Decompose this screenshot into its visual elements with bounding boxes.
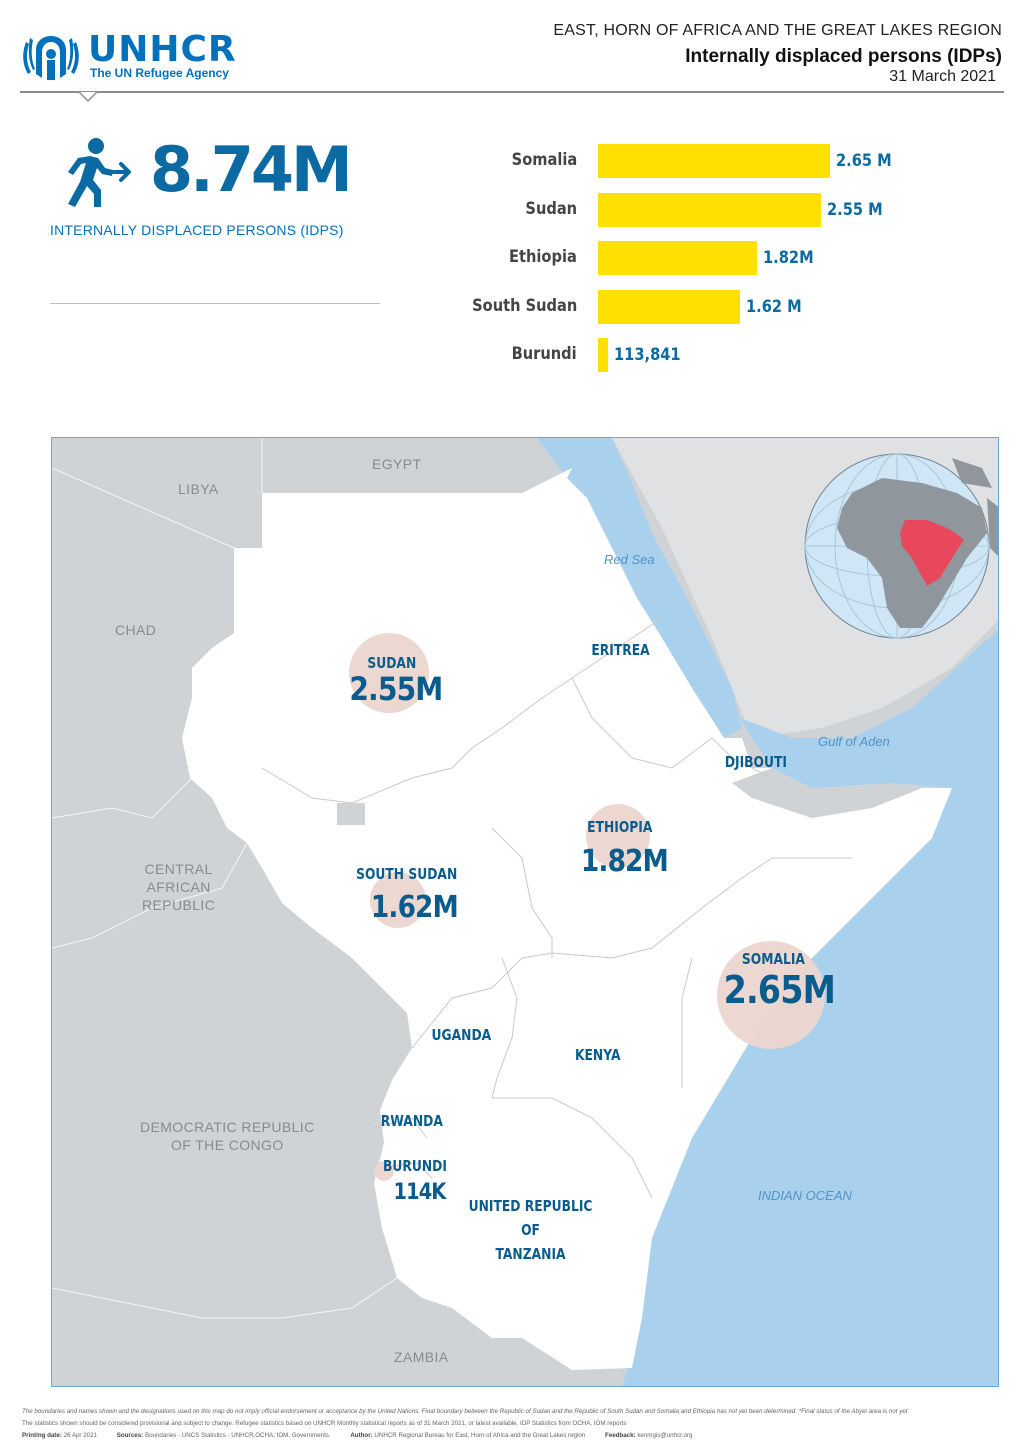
- bar-label: South Sudan: [471, 296, 577, 316]
- value-south-sudan: 1.62M: [370, 890, 459, 925]
- value-ethiopia: 1.82M: [580, 844, 669, 879]
- bar-row-south-sudan: South Sudan 1.62 M: [440, 286, 1000, 326]
- printing-date: 26 Apr 2021: [63, 1432, 97, 1439]
- value-sudan: 2.55M: [349, 670, 443, 708]
- bar: [598, 241, 757, 275]
- bar-value-label: 1.62 M: [746, 297, 802, 317]
- label-libya: LIBYA: [178, 481, 219, 497]
- header-divider: [20, 91, 1004, 93]
- kpi-divider: [50, 303, 380, 304]
- footer-disclaimer: The boundaries and names shown and the d…: [22, 1408, 908, 1415]
- value-somalia: 2.65M: [723, 968, 836, 1012]
- label-burundi: BURUNDI: [383, 1157, 447, 1175]
- bar: [598, 193, 821, 227]
- person-moving-icon: [68, 138, 131, 207]
- label-uganda: UGANDA: [431, 1026, 492, 1044]
- sources: Boundaries - UNCS Statistics - UNHCR,OCH…: [144, 1432, 331, 1439]
- bubble-ethiopia: [586, 804, 650, 868]
- label-indian-ocean: INDIAN OCEAN: [758, 1188, 852, 1203]
- bar-row-ethiopia: Ethiopia 1.82M: [440, 237, 1000, 277]
- label-somalia: SOMALIA: [741, 950, 805, 968]
- bar-value-label: 2.55 M: [827, 200, 883, 220]
- bubble-south-sudan: [370, 872, 426, 928]
- label-south-sudan: SOUTH SUDAN: [356, 865, 458, 883]
- red-sea: [537, 438, 742, 738]
- org-name: UNHCR: [88, 29, 237, 70]
- org-tagline: The UN Refugee Agency: [90, 66, 229, 80]
- label-car: CENTRAL AFRICAN REPUBLIC: [142, 861, 216, 913]
- label-gulf-of-aden: Gulf of Aden: [818, 734, 890, 749]
- label-tanzania: UNITED REPUBLIC OF TANZANIA: [468, 1197, 593, 1263]
- bar-row-burundi: Burundi 113,841: [440, 334, 1000, 374]
- label-drc: DEMOCRATIC REPUBLIC OF THE CONGO: [140, 1119, 315, 1153]
- total-idps-label: INTERNALLY DISPLACED PERSONS (IDPS): [50, 222, 344, 238]
- bar-row-somalia: Somalia 2.65 M: [440, 140, 1000, 180]
- idps-bar-chart: Somalia 2.65 M Sudan 2.55 M Ethiopia 1.8…: [440, 136, 1000, 386]
- label-zambia: ZAMBIA: [394, 1349, 449, 1365]
- value-burundi: 114K: [393, 1180, 447, 1205]
- total-idps-value: 8.74M: [150, 133, 353, 206]
- unhcr-emblem-icon: [23, 36, 79, 80]
- globe-locator-icon: [804, 453, 998, 639]
- footer: The boundaries and names shown and the d…: [22, 1406, 1002, 1442]
- author: UNHCR Regional Bureau for East, Horn of …: [374, 1432, 586, 1439]
- label-red-sea: Red Sea: [604, 552, 655, 567]
- bar-label: Ethiopia: [509, 247, 577, 267]
- label-chad: CHAD: [115, 622, 157, 638]
- label-eritrea: ERITREA: [591, 641, 650, 659]
- bar: [598, 338, 608, 372]
- bubble-burundi: [374, 1161, 394, 1181]
- bar-value-label: 1.82M: [763, 248, 814, 268]
- bar-value-label: 2.65 M: [836, 151, 892, 171]
- label-sudan: SUDAN: [367, 654, 417, 672]
- footer-credits: Printing date: 26 Apr 2021 Sources: Boun…: [22, 1432, 693, 1439]
- bubble-somalia: [717, 941, 825, 1049]
- bar: [598, 144, 830, 178]
- bar-value-label: 113,841: [614, 345, 681, 365]
- report-date: 31 March 2021: [889, 68, 996, 85]
- bar: [598, 290, 740, 324]
- bar-row-sudan: Sudan 2.55 M: [440, 189, 1000, 229]
- bar-label: Sudan: [525, 199, 577, 219]
- region-map: EGYPT LIBYA CHAD CENTRAL AFRICAN REPUBLI…: [51, 437, 999, 1387]
- label-ethiopia: ETHIOPIA: [587, 818, 653, 836]
- page-title: Internally displaced persons (IDPs): [685, 46, 1002, 67]
- label-egypt: EGYPT: [372, 456, 422, 472]
- label-kenya: KENYA: [574, 1046, 621, 1064]
- bar-label: Somalia: [511, 150, 577, 170]
- map-canvas: [52, 438, 998, 1386]
- feedback-email[interactable]: kenmgis@unhcr.org: [637, 1432, 693, 1439]
- region-title: EAST, HORN OF AFRICA AND THE GREAT LAKES…: [553, 22, 1002, 39]
- unhcr-logo: UNHCR The UN Refugee Agency: [20, 28, 250, 84]
- label-djibouti: DJIBOUTI: [724, 753, 787, 771]
- bubble-sudan: [349, 633, 429, 713]
- label-rwanda: RWANDA: [380, 1112, 443, 1130]
- country-borders: [261, 617, 852, 1199]
- bar-label: Burundi: [511, 344, 577, 364]
- footer-provisional: The statistics shown should be considere…: [22, 1420, 627, 1427]
